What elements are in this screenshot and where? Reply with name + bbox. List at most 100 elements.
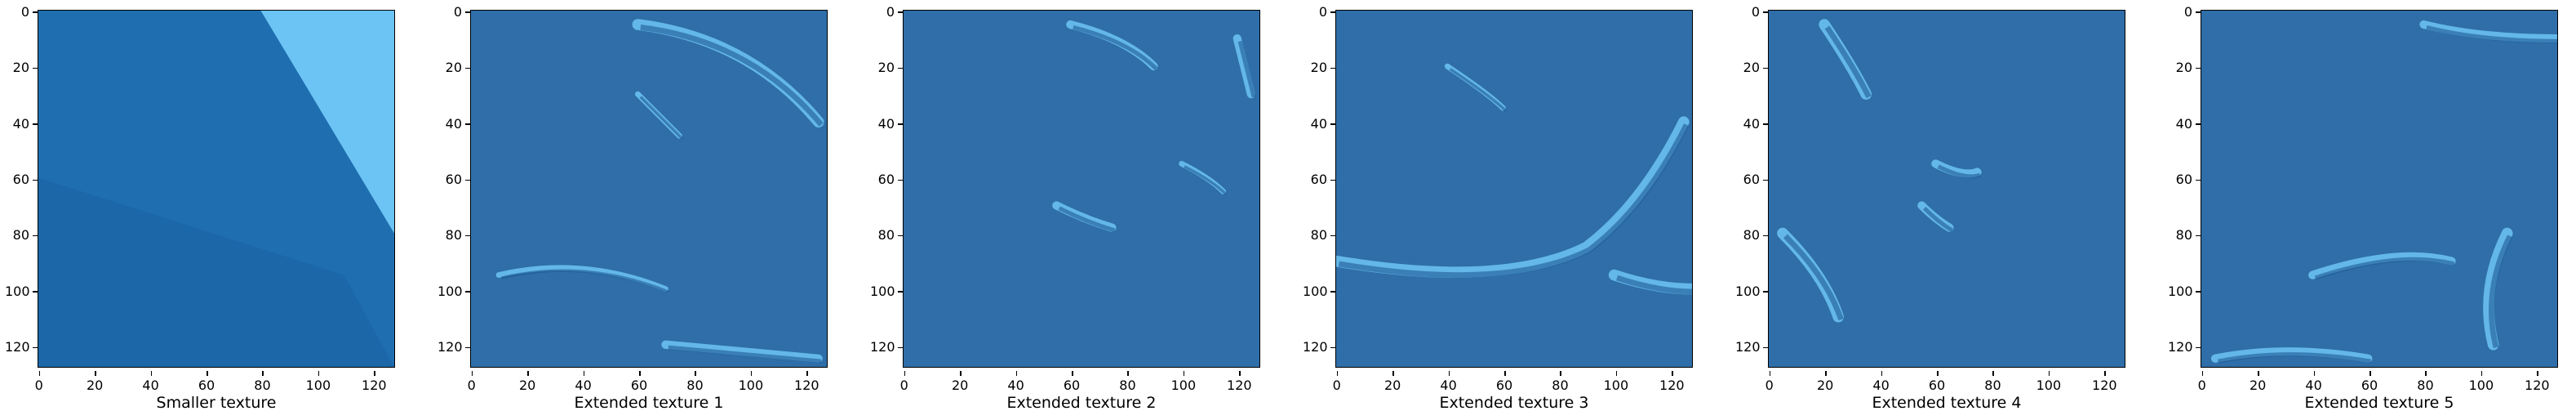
- y-tick-label: 60: [1735, 172, 1768, 187]
- image-panel: 0 20 40 60 80 100 120 0 20 40 60 80 100 120 Extended t…: [437, 0, 833, 420]
- x-tick-label: 60: [1055, 371, 1088, 393]
- x-tick-label: 120: [358, 371, 390, 393]
- x-tick-label: 40: [135, 371, 167, 393]
- x-tick-label: 100: [1167, 371, 1200, 393]
- y-tick-label: 20: [1303, 60, 1335, 75]
- x-tick-label: 80: [1976, 371, 2009, 393]
- panel-title: Extended texture 1: [574, 394, 724, 412]
- y-tick-label: 80: [870, 227, 903, 243]
- x-tick-label: 60: [623, 371, 655, 393]
- texture-image: [470, 10, 828, 368]
- y-tick-label: 60: [1303, 172, 1335, 187]
- y-tick-label: 40: [5, 116, 38, 132]
- x-tick-label: 100: [1600, 371, 1632, 393]
- y-tick-label: 60: [5, 172, 38, 187]
- y-tick-label: 80: [1303, 227, 1335, 243]
- x-tick-label: 100: [2032, 371, 2065, 393]
- y-tick-label: 100: [5, 283, 38, 299]
- y-tick-label: 120: [437, 339, 470, 355]
- x-tick-label: 20: [78, 371, 111, 393]
- y-tick-label: 40: [1735, 116, 1768, 132]
- image-panel: 0 20 40 60 80 100 120 0 20 40 60 80 100 120 Extended t…: [1735, 0, 2130, 420]
- x-tick-label: 80: [2409, 371, 2441, 393]
- texture-image: [38, 10, 395, 368]
- y-tick-label: 60: [2168, 172, 2201, 187]
- x-tick-label: 40: [1432, 371, 1465, 393]
- x-tick-label: 20: [2241, 371, 2274, 393]
- texture-image: [1768, 10, 2125, 368]
- image-panel: 0 20 40 60 80 100 120 0 20 40 60 80 100 120 Extended t…: [1303, 0, 1698, 420]
- x-tick-label: 0: [1753, 371, 1786, 393]
- x-tick-label: 120: [790, 371, 823, 393]
- y-tick-label: 100: [2168, 283, 2201, 299]
- y-tick-label: 0: [5, 4, 38, 20]
- y-tick-label: 40: [437, 116, 470, 132]
- x-tick-label: 60: [1921, 371, 1953, 393]
- x-tick-label: 20: [511, 371, 544, 393]
- panel-title: Extended texture 2: [1006, 394, 1157, 412]
- y-tick-label: 100: [437, 283, 470, 299]
- y-tick-label: 120: [870, 339, 903, 355]
- y-tick-label: 0: [870, 4, 903, 20]
- x-tick-label: 0: [888, 371, 921, 393]
- y-tick-label: 100: [870, 283, 903, 299]
- x-tick-label: 40: [1000, 371, 1033, 393]
- y-tick-label: 20: [870, 60, 903, 75]
- x-tick-label: 60: [2353, 371, 2386, 393]
- x-tick-label: 20: [944, 371, 976, 393]
- x-tick-label: 120: [2088, 371, 2121, 393]
- y-tick-label: 0: [437, 4, 470, 20]
- y-tick-label: 80: [437, 227, 470, 243]
- x-tick-label: 60: [1488, 371, 1521, 393]
- x-tick-label: 120: [1655, 371, 1688, 393]
- y-tick-label: 100: [1735, 283, 1768, 299]
- x-tick-label: 80: [246, 371, 278, 393]
- panel-title: Extended texture 4: [1872, 394, 2022, 412]
- y-tick-label: 80: [5, 227, 38, 243]
- x-tick-label: 120: [1223, 371, 1255, 393]
- y-tick-label: 20: [1735, 60, 1768, 75]
- x-tick-label: 20: [1809, 371, 1841, 393]
- image-panel: 0 20 40 60 80 100 120 0 20 40 60 80 100 120 Smaller te…: [5, 0, 400, 420]
- y-tick-label: 120: [5, 339, 38, 355]
- texture-image: [903, 10, 1260, 368]
- x-tick-label: 100: [2465, 371, 2498, 393]
- y-tick-label: 40: [870, 116, 903, 132]
- y-tick-label: 20: [2168, 60, 2201, 75]
- y-tick-label: 120: [1303, 339, 1335, 355]
- y-tick-label: 20: [437, 60, 470, 75]
- x-tick-label: 0: [1321, 371, 1353, 393]
- y-tick-label: 20: [5, 60, 38, 75]
- y-tick-label: 60: [870, 172, 903, 187]
- y-tick-label: 60: [437, 172, 470, 187]
- y-tick-label: 120: [1735, 339, 1768, 355]
- y-tick-label: 120: [2168, 339, 2201, 355]
- y-tick-label: 0: [1303, 4, 1335, 20]
- image-panel: 0 20 40 60 80 100 120 0 20 40 60 80 100 120 Extended t…: [870, 0, 1265, 420]
- x-tick-label: 0: [2186, 371, 2218, 393]
- x-tick-label: 20: [1376, 371, 1409, 393]
- image-panel: 0 20 40 60 80 100 120 0 20 40 60 80 100 120 Extended t…: [2168, 0, 2563, 420]
- y-tick-label: 40: [2168, 116, 2201, 132]
- x-tick-label: 100: [735, 371, 767, 393]
- x-tick-label: 80: [678, 371, 711, 393]
- panel-title: Extended texture 3: [1439, 394, 1589, 412]
- y-tick-label: 0: [1735, 4, 1768, 20]
- y-tick-label: 80: [2168, 227, 2201, 243]
- x-tick-label: 40: [2298, 371, 2330, 393]
- x-tick-label: 0: [455, 371, 488, 393]
- y-tick-label: 100: [1303, 283, 1335, 299]
- x-tick-label: 60: [190, 371, 223, 393]
- x-tick-label: 40: [1865, 371, 1898, 393]
- y-tick-label: 40: [1303, 116, 1335, 132]
- x-tick-label: 80: [1111, 371, 1144, 393]
- x-tick-label: 0: [23, 371, 56, 393]
- panel-title: Smaller texture: [156, 394, 277, 412]
- x-tick-label: 80: [1543, 371, 1576, 393]
- texture-image: [1335, 10, 1693, 368]
- x-tick-label: 100: [302, 371, 335, 393]
- y-tick-label: 0: [2168, 4, 2201, 20]
- x-tick-label: 40: [567, 371, 600, 393]
- x-tick-label: 120: [2520, 371, 2553, 393]
- texture-image: [2201, 10, 2558, 368]
